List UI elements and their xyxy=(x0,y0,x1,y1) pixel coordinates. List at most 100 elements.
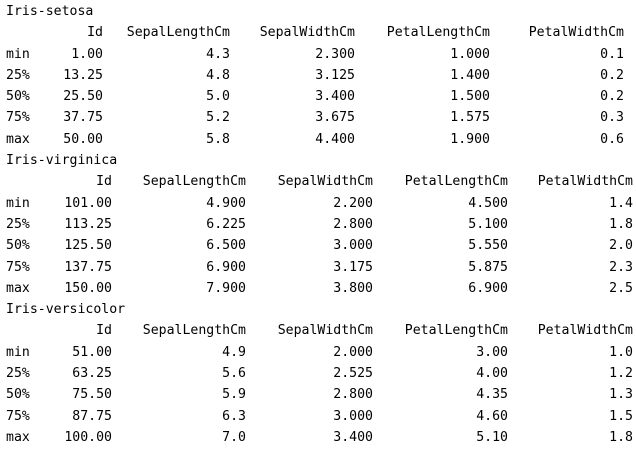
table-cell: 3.400 xyxy=(315,89,355,105)
table-row: max 100.00 7.0 3.400 5.10 1.8 xyxy=(6,427,633,448)
describe-table: Id SepalLengthCm SepalWidthCm PetalLengt… xyxy=(6,171,633,299)
table-cell: 1.000 xyxy=(450,46,490,62)
table-row: 75% 37.75 5.2 3.675 1.575 0.3 xyxy=(6,107,624,128)
table-cell: 37.75 xyxy=(63,110,103,126)
row-label: 25% xyxy=(6,366,30,382)
column-header: Id xyxy=(87,25,103,41)
table-cell: 3.00 xyxy=(476,344,508,360)
table-row: 25% 13.25 4.8 3.125 1.400 0.2 xyxy=(6,65,624,86)
table-cell: 2.5 xyxy=(609,280,633,296)
table-row: min 51.00 4.9 2.000 3.00 1.0 xyxy=(6,342,633,363)
row-label: min xyxy=(6,46,30,62)
column-header: Id xyxy=(96,323,112,339)
column-header: PetalLengthCm xyxy=(404,174,508,190)
row-label: min xyxy=(6,344,30,360)
column-header xyxy=(6,320,44,341)
table-header-row: Id SepalLengthCm SepalWidthCm PetalLengt… xyxy=(6,320,633,341)
table-cell: 4.3 xyxy=(206,46,230,62)
table-cell: 1.900 xyxy=(450,131,490,147)
table-cell: 51.00 xyxy=(72,344,112,360)
table-cell: 1.8 xyxy=(609,216,633,232)
column-header: PetalWidthCm xyxy=(537,174,633,190)
table-cell: 6.3 xyxy=(222,408,246,424)
table-cell: 2.800 xyxy=(333,387,373,403)
table-cell: 0.1 xyxy=(600,46,624,62)
table-row: 75% 137.75 6.900 3.175 5.875 2.3 xyxy=(6,257,633,278)
table-cell: 100.00 xyxy=(64,429,112,445)
table-cell: 5.2 xyxy=(206,110,230,126)
table-row: 50% 125.50 6.500 3.000 5.550 2.0 xyxy=(6,235,633,256)
table-row: 25% 113.25 6.225 2.800 5.100 1.8 xyxy=(6,214,633,235)
column-header: SepalLengthCm xyxy=(142,174,246,190)
table-cell: 2.0 xyxy=(609,238,633,254)
column-header: PetalWidthCm xyxy=(528,25,624,41)
table-cell: 5.6 xyxy=(222,366,246,382)
column-header xyxy=(6,22,44,43)
table-cell: 1.575 xyxy=(450,110,490,126)
table-row: min 1.00 4.3 2.300 1.000 0.1 xyxy=(6,44,624,65)
table-cell: 2.000 xyxy=(333,344,373,360)
column-header: SepalLengthCm xyxy=(126,25,230,41)
table-cell: 125.50 xyxy=(64,238,112,254)
species-block-setosa: Iris-setosa Id SepalLengthCm SepalWidthC… xyxy=(6,1,636,150)
table-cell: 137.75 xyxy=(64,259,112,275)
table-cell: 3.000 xyxy=(333,238,373,254)
table-cell: 50.00 xyxy=(63,131,103,147)
column-header: SepalWidthCm xyxy=(259,25,355,41)
table-cell: 5.8 xyxy=(206,131,230,147)
table-cell: 5.0 xyxy=(206,89,230,105)
table-cell: 0.3 xyxy=(600,110,624,126)
table-cell: 4.60 xyxy=(476,408,508,424)
table-cell: 3.175 xyxy=(333,259,373,275)
describe-table: Id SepalLengthCm SepalWidthCm PetalLengt… xyxy=(6,320,633,448)
table-header-row: Id SepalLengthCm SepalWidthCm PetalLengt… xyxy=(6,171,633,192)
column-header: SepalWidthCm xyxy=(277,174,373,190)
table-cell: 13.25 xyxy=(63,67,103,83)
table-cell: 6.500 xyxy=(206,238,246,254)
table-cell: 3.000 xyxy=(333,408,373,424)
table-cell: 2.525 xyxy=(333,366,373,382)
table-cell: 5.550 xyxy=(468,238,508,254)
table-cell: 7.0 xyxy=(222,429,246,445)
table-cell: 1.5 xyxy=(609,408,633,424)
table-row: max 50.00 5.8 4.400 1.900 0.6 xyxy=(6,129,624,150)
row-label: 50% xyxy=(6,238,30,254)
species-block-virginica: Iris-virginica Id SepalLengthCm SepalWid… xyxy=(6,150,636,299)
table-cell: 3.800 xyxy=(333,280,373,296)
table-cell: 87.75 xyxy=(72,408,112,424)
table-cell: 63.25 xyxy=(72,366,112,382)
table-cell: 1.400 xyxy=(450,67,490,83)
table-cell: 2.3 xyxy=(609,259,633,275)
row-label: 50% xyxy=(6,89,30,105)
column-header: PetalWidthCm xyxy=(537,323,633,339)
column-header: PetalLengthCm xyxy=(386,25,490,41)
table-cell: 0.2 xyxy=(600,89,624,105)
row-label: 50% xyxy=(6,387,30,403)
table-cell: 4.9 xyxy=(222,344,246,360)
table-cell: 101.00 xyxy=(64,195,112,211)
column-header: SepalWidthCm xyxy=(277,323,373,339)
table-cell: 1.500 xyxy=(450,89,490,105)
table-row: 25% 63.25 5.6 2.525 4.00 1.2 xyxy=(6,363,633,384)
table-cell: 2.300 xyxy=(315,46,355,62)
table-cell: 4.900 xyxy=(206,195,246,211)
table-cell: 1.0 xyxy=(609,344,633,360)
table-cell: 5.9 xyxy=(222,387,246,403)
table-cell: 113.25 xyxy=(64,216,112,232)
column-header xyxy=(6,171,44,192)
column-header: SepalLengthCm xyxy=(142,323,246,339)
table-row: 50% 25.50 5.0 3.400 1.500 0.2 xyxy=(6,86,624,107)
table-cell: 1.3 xyxy=(609,387,633,403)
console-output: Iris-setosa Id SepalLengthCm SepalWidthC… xyxy=(6,1,636,448)
row-label: 75% xyxy=(6,259,30,275)
row-label: 25% xyxy=(6,216,30,232)
species-title: Iris-virginica xyxy=(6,153,118,169)
table-cell: 25.50 xyxy=(63,89,103,105)
table-row: 50% 75.50 5.9 2.800 4.35 1.3 xyxy=(6,384,633,405)
table-cell: 75.50 xyxy=(72,387,112,403)
table-cell: 150.00 xyxy=(64,280,112,296)
table-cell: 4.8 xyxy=(206,67,230,83)
table-cell: 4.400 xyxy=(315,131,355,147)
table-cell: 2.800 xyxy=(333,216,373,232)
table-header-row: Id SepalLengthCm SepalWidthCm PetalLengt… xyxy=(6,22,624,43)
